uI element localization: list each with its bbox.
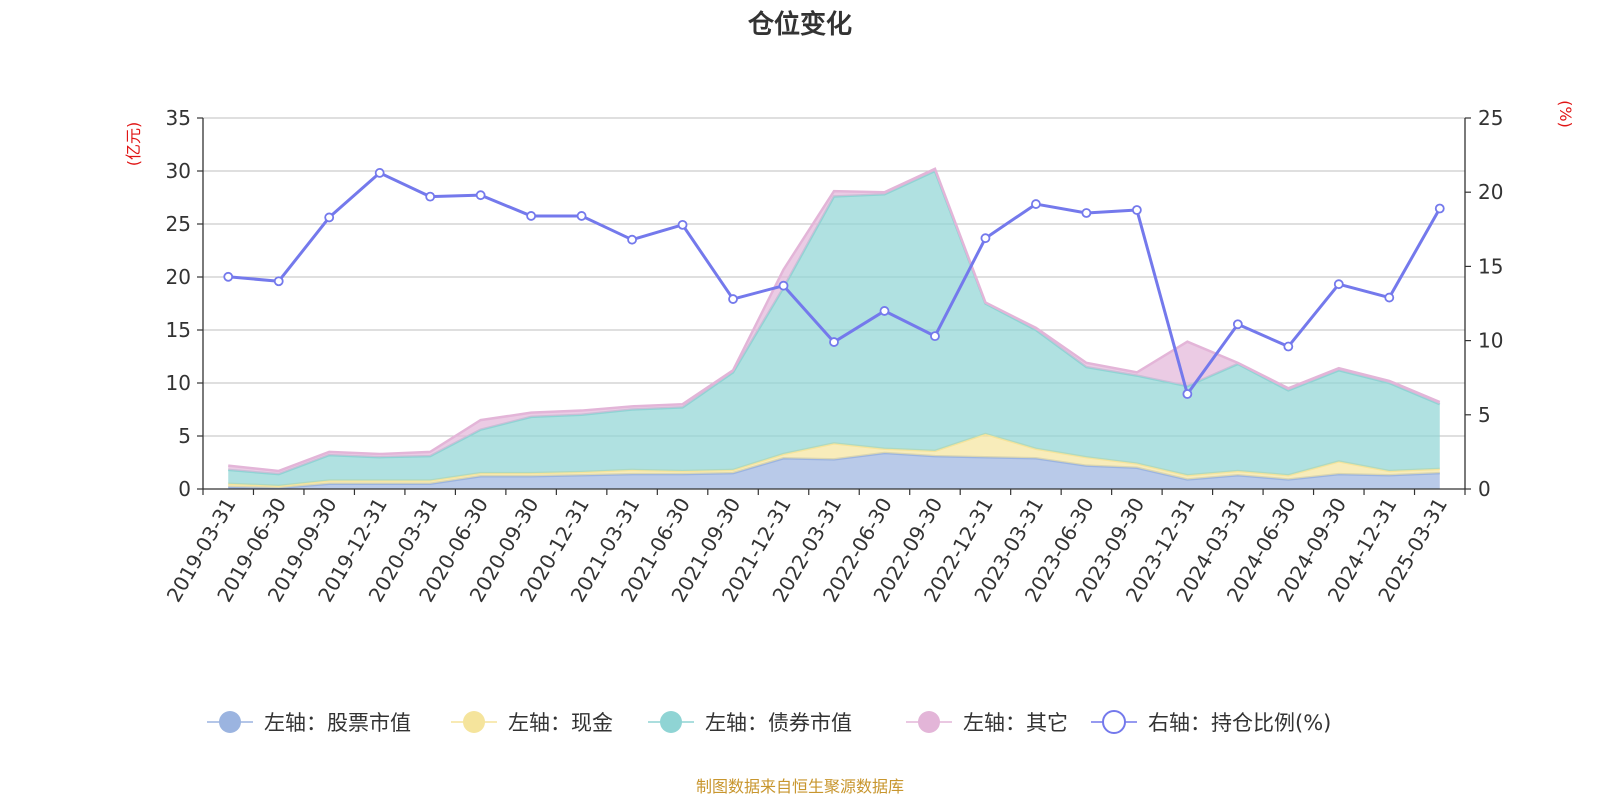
left-tick-label: 35 (166, 106, 191, 130)
ratio-point[interactable] (980, 233, 991, 244)
ratio-point[interactable] (778, 280, 789, 291)
left-axis-unit: (亿元) (124, 122, 143, 167)
legend-item[interactable]: 左轴：现金 (451, 711, 613, 735)
ratio-point[interactable] (475, 190, 486, 201)
ratio-point[interactable] (879, 306, 890, 316)
data-source-note: 制图数据来自恒生聚源数据库 (696, 777, 904, 796)
ratio-point[interactable] (627, 234, 637, 245)
legend-label: 左轴：其它 (963, 711, 1068, 735)
left-tick-label: 15 (166, 318, 191, 342)
ratio-point[interactable] (1131, 205, 1142, 215)
ratio-point[interactable] (1384, 292, 1395, 303)
left-tick-label: 10 (166, 371, 191, 395)
ratio-point[interactable] (374, 168, 385, 178)
legend-marker (1102, 710, 1126, 734)
right-tick-label: 10 (1478, 329, 1503, 353)
ratio-point[interactable] (1081, 208, 1092, 218)
ratio-line-layer (223, 168, 1445, 399)
left-tick-label: 5 (178, 424, 191, 448)
legend-label: 左轴：现金 (508, 711, 613, 735)
legend-label: 左轴：股票市值 (264, 711, 411, 735)
legend-item[interactable]: 左轴：其它 (906, 711, 1068, 735)
ratio-point[interactable] (829, 337, 839, 347)
stacked-areas (228, 167, 1441, 490)
right-tick-label: 15 (1478, 254, 1503, 278)
right-tick-label: 5 (1478, 403, 1491, 427)
chart-title: 仓位变化 (747, 9, 852, 40)
ratio-point[interactable] (425, 191, 436, 202)
ratio-point[interactable] (930, 331, 940, 342)
ratio-point[interactable] (1232, 319, 1243, 330)
ratio-point[interactable] (1434, 203, 1445, 214)
ratio-point[interactable] (273, 276, 284, 287)
legend-item[interactable]: 左轴：股票市值 (207, 711, 411, 735)
legend-label: 左轴：债券市值 (705, 711, 852, 735)
left-tick-label: 20 (166, 265, 191, 289)
legend-item[interactable]: 左轴：债券市值 (648, 711, 852, 735)
right-axis-unit: (%) (1556, 100, 1575, 128)
legend-item[interactable]: 右轴：持仓比例(%) (1091, 710, 1331, 735)
left-tick-label: 30 (166, 159, 191, 183)
ratio-point[interactable] (1333, 279, 1344, 290)
ratio-point[interactable] (526, 211, 537, 221)
ratio-point[interactable] (1031, 199, 1041, 209)
area-edge-line (228, 167, 1441, 473)
ratio-point[interactable] (1182, 389, 1193, 399)
ratio-point[interactable] (1283, 341, 1294, 352)
area-band (228, 452, 1440, 489)
legend-marker (918, 711, 940, 733)
ratio-point[interactable] (677, 219, 688, 230)
ratio-point[interactable] (324, 212, 335, 223)
legend-marker (219, 711, 241, 733)
left-tick-label: 25 (166, 212, 191, 236)
ratio-point[interactable] (728, 294, 738, 304)
ratio-point[interactable] (576, 211, 587, 221)
right-tick-label: 25 (1478, 106, 1503, 130)
legend-marker (463, 711, 485, 733)
area-band (228, 171, 1440, 486)
legend-marker (660, 711, 682, 733)
right-tick-label: 20 (1478, 180, 1503, 204)
legend-label: 右轴：持仓比例(%) (1148, 711, 1331, 735)
right-tick-label: 0 (1478, 477, 1491, 501)
legend: 左轴：股票市值 左轴：现金 左轴：债券市值 左轴：其它 右轴：持仓比例(%) (207, 710, 1331, 735)
ratio-point[interactable] (223, 271, 234, 282)
area-band (228, 433, 1440, 488)
left-tick-label: 0 (178, 477, 191, 501)
